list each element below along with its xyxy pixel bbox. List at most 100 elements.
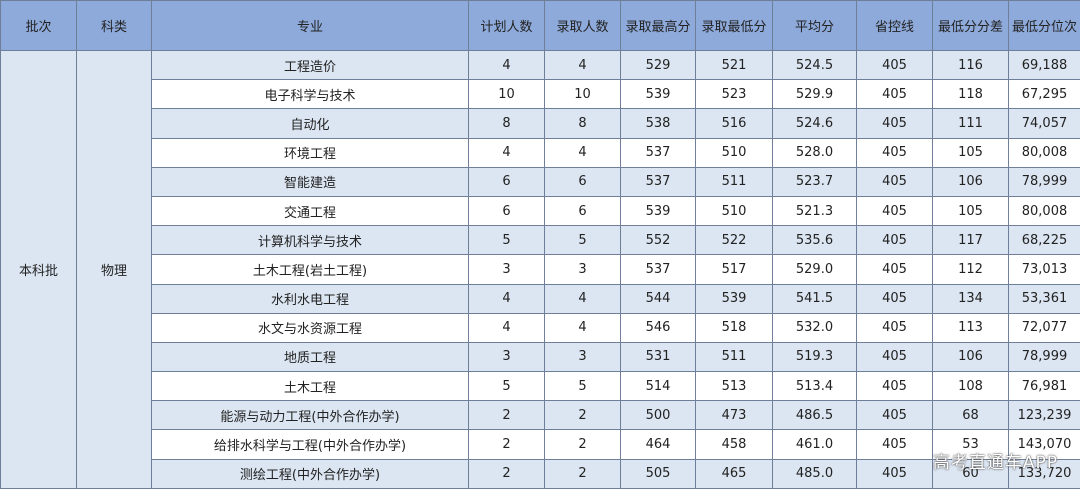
table-cell: 405: [857, 430, 933, 459]
table-cell: 72,077: [1009, 313, 1080, 342]
table-cell: 528.0: [773, 138, 857, 167]
table-cell: 537: [621, 255, 696, 284]
table-cell: 交通工程: [152, 196, 469, 225]
table-cell: 405: [857, 255, 933, 284]
table-cell: 511: [696, 167, 773, 196]
table-cell: 464: [621, 430, 696, 459]
table-cell: 552: [621, 226, 696, 255]
table-cell: 5: [469, 226, 545, 255]
table-cell: 405: [857, 226, 933, 255]
table-cell: 4: [545, 138, 621, 167]
table-cell: 517: [696, 255, 773, 284]
table-cell: 522: [696, 226, 773, 255]
table-cell: 532.0: [773, 313, 857, 342]
table-cell: 3: [545, 255, 621, 284]
table-cell: 2: [469, 401, 545, 430]
table-cell: 6: [545, 196, 621, 225]
table-cell: 513.4: [773, 372, 857, 401]
table-cell: 539: [696, 284, 773, 313]
table-cell: 405: [857, 51, 933, 80]
table-cell: 电子科学与技术: [152, 80, 469, 109]
table-cell: 537: [621, 138, 696, 167]
table-cell: 68: [933, 401, 1009, 430]
table-cell: 405: [857, 459, 933, 488]
table-cell: 405: [857, 138, 933, 167]
table-cell: 2: [545, 459, 621, 488]
table-cell: 405: [857, 342, 933, 371]
table-cell: 405: [857, 196, 933, 225]
table-cell: 473: [696, 401, 773, 430]
table-cell: 53,361: [1009, 284, 1080, 313]
table-cell: 10: [469, 80, 545, 109]
table-cell: 5: [545, 372, 621, 401]
table-cell: 531: [621, 342, 696, 371]
table-cell: 108: [933, 372, 1009, 401]
table-cell: 116: [933, 51, 1009, 80]
table-cell: 土木工程: [152, 372, 469, 401]
table-cell: 538: [621, 109, 696, 138]
table-cell: 4: [545, 284, 621, 313]
table-cell: 土木工程(岩土工程): [152, 255, 469, 284]
table-cell: 535.6: [773, 226, 857, 255]
table-cell: 6: [545, 167, 621, 196]
table-cell: 521: [696, 51, 773, 80]
table-cell: 73,013: [1009, 255, 1080, 284]
header-cell: 科类: [77, 1, 152, 51]
header-cell: 录取最低分: [696, 1, 773, 51]
table-cell: 118: [933, 80, 1009, 109]
table-cell: 地质工程: [152, 342, 469, 371]
table-cell: 5: [469, 372, 545, 401]
table-cell: 117: [933, 226, 1009, 255]
header-cell: 平均分: [773, 1, 857, 51]
table-cell: 2: [469, 459, 545, 488]
table-cell: 405: [857, 167, 933, 196]
header-cell: 最低分位次: [1009, 1, 1080, 51]
table-cell: 544: [621, 284, 696, 313]
table-cell: 105: [933, 138, 1009, 167]
table-cell: 516: [696, 109, 773, 138]
table-cell: 112: [933, 255, 1009, 284]
header-cell: 批次: [1, 1, 77, 51]
table-cell: 78,999: [1009, 167, 1080, 196]
table-cell: 465: [696, 459, 773, 488]
table-cell: 405: [857, 313, 933, 342]
table-cell: 3: [469, 255, 545, 284]
table-cell: 环境工程: [152, 138, 469, 167]
table-cell: 523.7: [773, 167, 857, 196]
table-cell: 4: [545, 51, 621, 80]
table-cell: 521.3: [773, 196, 857, 225]
table-cell: 524.6: [773, 109, 857, 138]
table-cell: 工程造价: [152, 51, 469, 80]
table-cell: 69,188: [1009, 51, 1080, 80]
table-cell: 5: [545, 226, 621, 255]
table-cell: 524.5: [773, 51, 857, 80]
table-cell: 500: [621, 401, 696, 430]
table-cell: 3: [545, 342, 621, 371]
table-cell: 134: [933, 284, 1009, 313]
table-cell: 513: [696, 372, 773, 401]
table-cell: 105: [933, 196, 1009, 225]
table-cell: 2: [545, 430, 621, 459]
table-cell: 510: [696, 196, 773, 225]
table-cell: 6: [469, 167, 545, 196]
table-cell: 546: [621, 313, 696, 342]
table-cell: 106: [933, 167, 1009, 196]
table-cell: 505: [621, 459, 696, 488]
table-cell: 3: [469, 342, 545, 371]
table-cell: 485.0: [773, 459, 857, 488]
table-cell: 486.5: [773, 401, 857, 430]
table-cell: 514: [621, 372, 696, 401]
